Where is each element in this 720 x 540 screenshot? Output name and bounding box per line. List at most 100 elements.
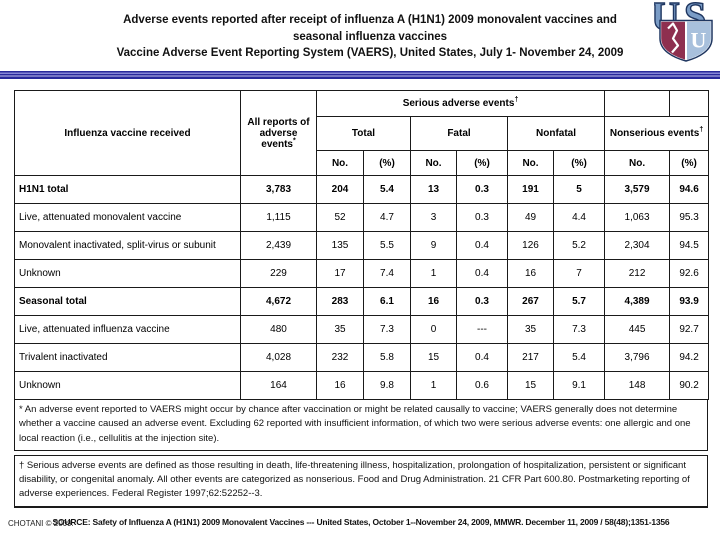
header-total: Total: [316, 116, 411, 151]
usu-shield-logo: U S U: [654, 0, 713, 62]
value-cell: 0: [410, 315, 457, 344]
value-cell: 164: [240, 371, 317, 400]
title-line-3: Vaccine Adverse Event Reporting System (…: [116, 47, 624, 60]
value-cell: 17: [316, 259, 364, 288]
value-cell: 1: [410, 259, 457, 288]
footnote-asterisk: * An adverse event reported to VAERS mig…: [14, 399, 708, 451]
value-cell: 4,389: [604, 287, 671, 316]
value-cell: 35: [507, 315, 554, 344]
vaccine-label: Live, attenuated monovalent vaccine: [14, 203, 241, 232]
table-row: H1N1 total 3,783 204 5.4 13 0.3 191 5 3,579 94.6: [14, 175, 710, 204]
copyright-notice: CHOTANI © 2009.: [8, 519, 74, 528]
value-cell: 191: [507, 175, 554, 204]
value-cell: 217: [507, 343, 554, 372]
value-cell: 1,115: [240, 203, 317, 232]
value-cell: 5.7: [552, 287, 606, 316]
vaccine-label: Trivalent inactivated: [14, 343, 241, 372]
value-cell: 52: [316, 203, 364, 232]
empty-header-cell: [604, 90, 671, 117]
table-row: Trivalent inactivated 4,028 232 5.8 15 0.4 217…: [14, 343, 710, 372]
value-cell: 95.3: [669, 203, 710, 232]
value-cell: 267: [507, 287, 554, 316]
shield-icon: U: [659, 19, 713, 62]
value-cell: 5.4: [552, 343, 606, 372]
value-cell: 16: [410, 287, 457, 316]
value-cell: 5.5: [363, 231, 411, 260]
value-cell: 4,672: [240, 287, 317, 316]
value-cell: 16: [316, 371, 364, 400]
vaccine-label: Live, attenuated influenza vaccine: [14, 315, 241, 344]
empty-header-cell: [669, 90, 710, 117]
value-cell: 92.7: [669, 315, 710, 344]
value-cell: 9: [410, 231, 457, 260]
vaccine-label: H1N1 total: [14, 175, 241, 204]
table-row: Live, attenuated monovalent vaccine 1,115…: [14, 203, 710, 232]
header-no: No.: [604, 150, 671, 176]
header-no: No.: [410, 150, 457, 176]
value-cell: 49: [507, 203, 554, 232]
title-line-2: seasonal influenza vaccines: [292, 30, 448, 43]
blue-divider-band: [0, 71, 720, 79]
value-cell: 148: [604, 371, 671, 400]
header-all-reports: All reports of adverse events*: [240, 90, 317, 176]
value-cell: 7.3: [363, 315, 411, 344]
header-no: No.: [316, 150, 364, 176]
value-cell: 229: [240, 259, 317, 288]
value-cell: 94.5: [669, 231, 710, 260]
svg-text:U: U: [654, 0, 680, 39]
value-cell: 5: [552, 175, 606, 204]
table-row: Live, attenuated influenza vaccine 480 35 7…: [14, 315, 710, 344]
value-cell: 16: [507, 259, 554, 288]
value-cell: 94.6: [669, 175, 710, 204]
value-cell: 0.6: [456, 371, 508, 400]
vaccine-label: Monovalent inactivated, split-virus or s…: [14, 231, 241, 260]
value-cell: 90.2: [669, 371, 710, 400]
header-pct: (%): [552, 150, 606, 176]
title-line-1: Adverse events reported after receipt of…: [123, 14, 617, 26]
value-cell: ---: [456, 315, 508, 344]
table-row: Unknown 229 17 7.4 1 0.4 16 7 212 92.6: [14, 259, 710, 288]
value-cell: 4.7: [363, 203, 411, 232]
header-nonserious: Nonserious events†: [604, 116, 710, 151]
value-cell: 1: [410, 371, 457, 400]
value-cell: 445: [604, 315, 671, 344]
header-pct: (%): [669, 150, 710, 176]
value-cell: 0.4: [456, 231, 508, 260]
footnote-dagger: † Serious adverse events are defined as …: [14, 454, 708, 508]
value-cell: 0.3: [456, 287, 508, 316]
value-cell: 4.4: [552, 203, 606, 232]
header-pct: (%): [363, 150, 411, 176]
value-cell: 5.4: [363, 175, 411, 204]
value-cell: 2,304: [604, 231, 671, 260]
header-pct: (%): [456, 150, 508, 176]
value-cell: 3,796: [604, 343, 671, 372]
value-cell: 4,028: [240, 343, 317, 372]
value-cell: 480: [240, 315, 317, 344]
table-row: Monovalent inactivated, split-virus or s…: [14, 231, 710, 260]
vaccine-label: Unknown: [14, 371, 241, 400]
value-cell: 0.3: [456, 203, 508, 232]
value-cell: 232: [316, 343, 364, 372]
header-no: No.: [507, 150, 554, 176]
value-cell: 135: [316, 231, 364, 260]
value-cell: 13: [410, 175, 457, 204]
value-cell: 212: [604, 259, 671, 288]
report-table-area: Influenza vaccine received All reports o…: [14, 90, 710, 527]
source-citation: SOURCE: Safety of Influenza A (H1N1) 200…: [52, 516, 670, 527]
value-cell: 94.2: [669, 343, 710, 372]
value-cell: 3,579: [604, 175, 671, 204]
value-cell: 2,439: [240, 231, 317, 260]
value-cell: 7.4: [363, 259, 411, 288]
table-body: H1N1 total 3,783 204 5.4 13 0.3 191 5 3,579 94.6 L…: [14, 175, 710, 400]
value-cell: 1,063: [604, 203, 671, 232]
value-cell: 0.4: [456, 343, 508, 372]
value-cell: 0.3: [456, 175, 508, 204]
adverse-events-table: Influenza vaccine received All reports o…: [14, 90, 710, 400]
value-cell: 3,783: [240, 175, 317, 204]
value-cell: 283: [316, 287, 364, 316]
value-cell: 93.9: [669, 287, 710, 316]
header-fatal: Fatal: [410, 116, 508, 151]
value-cell: 9.1: [552, 371, 606, 400]
value-cell: 15: [507, 371, 554, 400]
value-cell: 35: [316, 315, 364, 344]
